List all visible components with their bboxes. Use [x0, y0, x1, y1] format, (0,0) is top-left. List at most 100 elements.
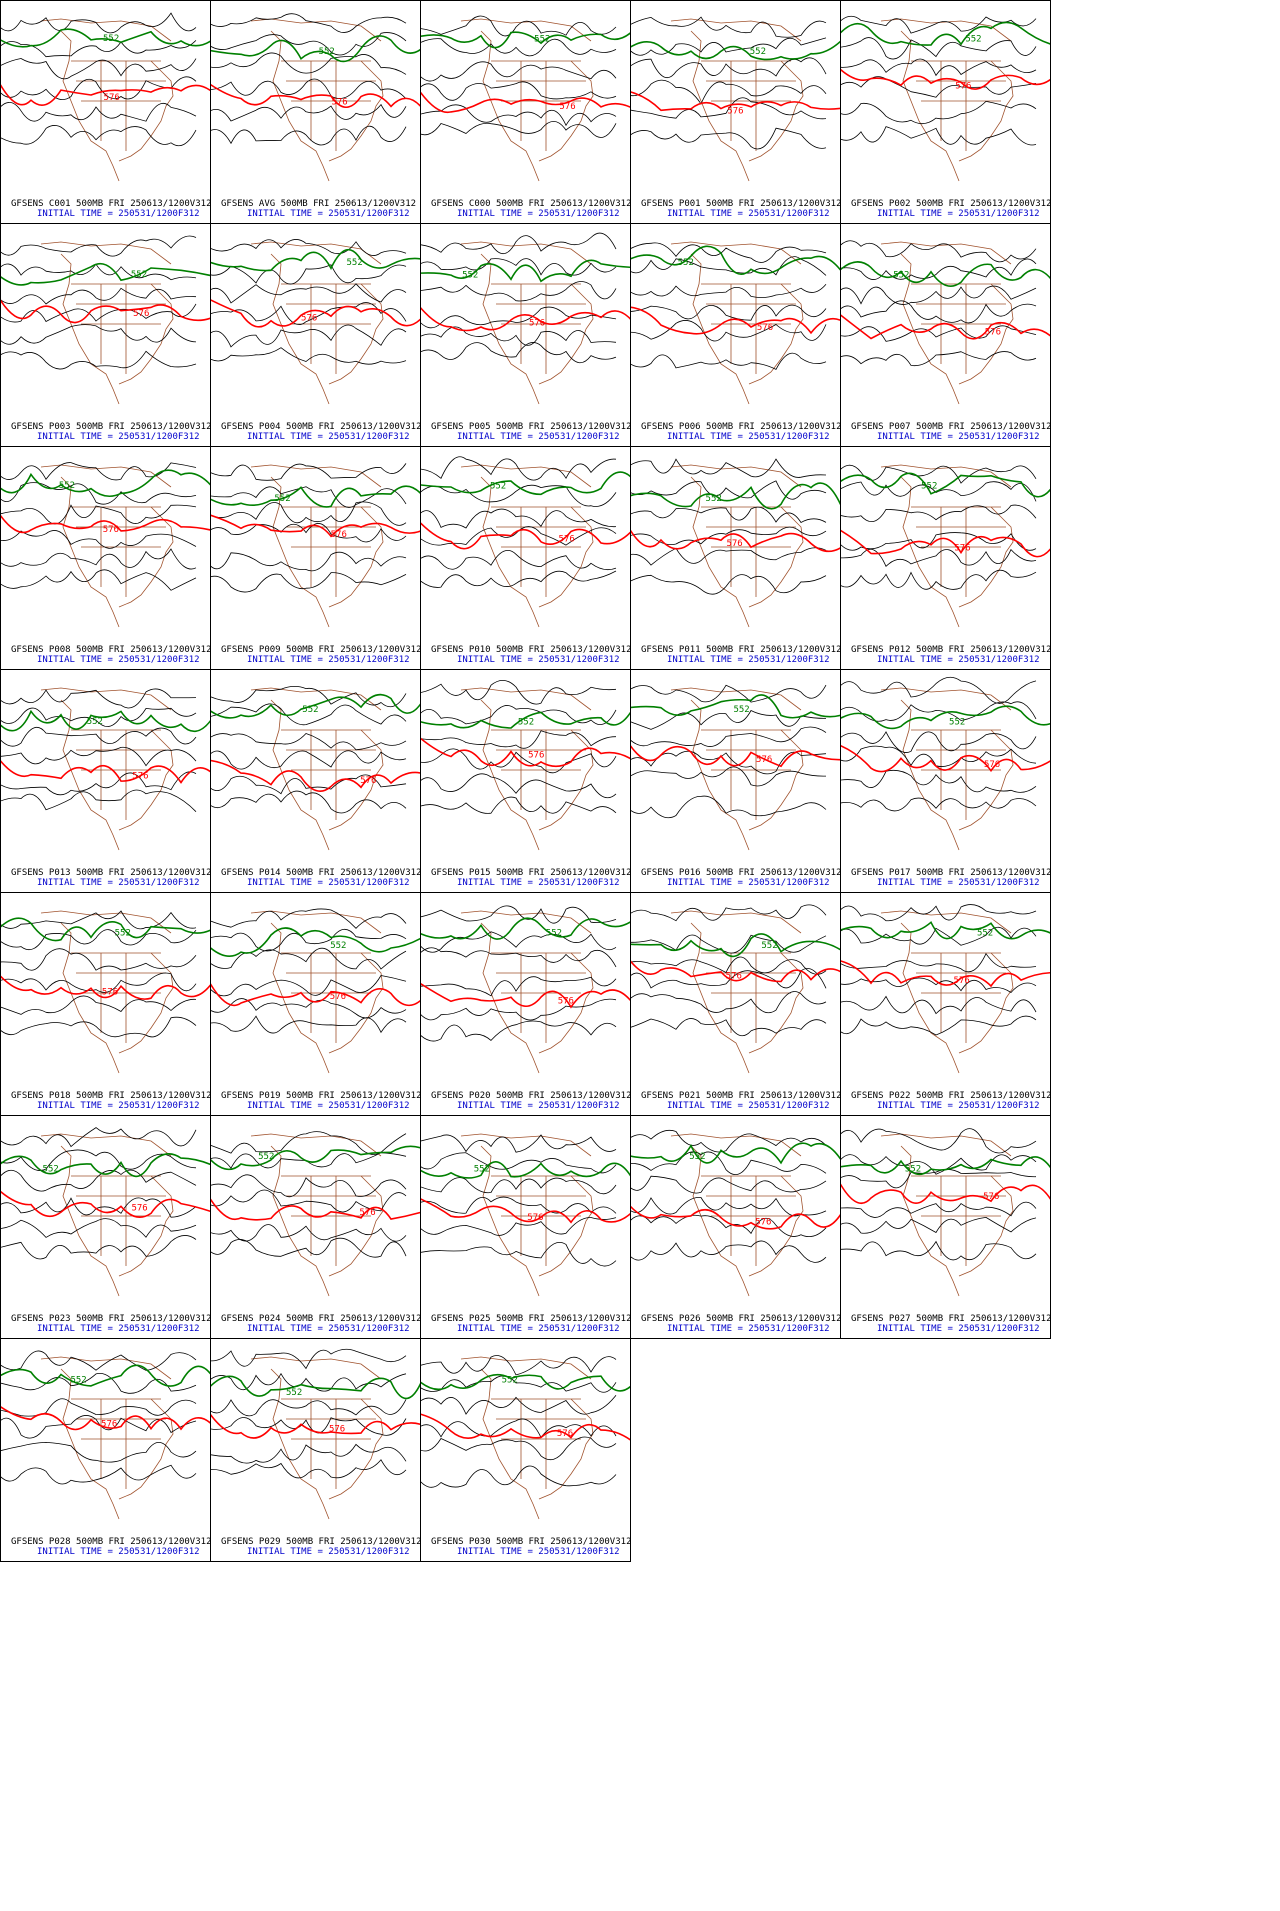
height-contour	[421, 1217, 617, 1236]
height-contour	[421, 104, 617, 127]
height-contour-map: 552 576	[421, 905, 630, 1074]
geography-outline	[460, 687, 594, 851]
geography-outline	[670, 18, 804, 182]
contour-label-576: 576	[104, 93, 120, 103]
map-panel-c000: 552 576 GFSENS C000 500MB FRI 250613/1200V…	[420, 0, 631, 224]
height-contour	[841, 952, 1037, 973]
contour-label-552: 552	[330, 941, 346, 951]
panel-initial-time: INITIAL TIME = 250531/1200F312	[667, 1324, 830, 1334]
contour-552	[421, 1161, 630, 1179]
panel-title: GFSENS P021 500MB FRI 250613/1200V312	[641, 1091, 841, 1101]
contour-576	[631, 1205, 840, 1230]
height-contour	[211, 239, 407, 256]
height-contour	[1, 1218, 197, 1238]
contour-label-552: 552	[689, 1152, 705, 1162]
height-contour	[841, 37, 1037, 60]
contour-label-552: 552	[502, 1375, 518, 1385]
contour-label-576: 576	[131, 1204, 147, 1214]
geography-outline	[670, 687, 804, 851]
height-contour	[631, 1240, 827, 1263]
contour-552	[631, 245, 840, 275]
contour-552	[211, 485, 420, 508]
map-panel-p002: 552 576 GFSENS P002 500MB FRI 250613/1200V…	[840, 0, 1051, 224]
panel-initial-time: INITIAL TIME = 250531/1200F312	[457, 209, 620, 219]
height-contour-map: 552 576	[841, 464, 1050, 628]
contour-552	[421, 917, 630, 940]
height-contour	[631, 934, 827, 954]
panel-title: GFSENS P025 500MB FRI 250613/1200V312	[431, 1314, 631, 1324]
height-contour-map: 552 576	[211, 463, 420, 628]
contour-label-552: 552	[733, 705, 749, 715]
height-contour	[211, 1174, 407, 1198]
height-contour	[841, 464, 1037, 484]
panel-title: GFSENS P022 500MB FRI 250613/1200V312	[851, 1091, 1051, 1101]
contour-label-552: 552	[346, 258, 362, 268]
panel-initial-time: INITIAL TIME = 250531/1200F312	[457, 432, 620, 442]
contour-label-576: 576	[984, 760, 1000, 770]
height-contour	[421, 773, 617, 799]
contour-label-576: 576	[726, 971, 742, 981]
contour-552	[631, 482, 840, 510]
contour-576	[421, 91, 630, 114]
contour-label-576: 576	[559, 102, 575, 112]
geography-outline	[40, 18, 174, 182]
height-contour	[841, 548, 1037, 567]
contour-label-552: 552	[893, 271, 909, 281]
contour-label-552: 552	[103, 34, 119, 44]
height-contour	[631, 79, 827, 105]
map-panel-p001: 552 576 GFSENS P001 500MB FRI 250613/1200V…	[630, 0, 841, 224]
height-contour	[211, 998, 407, 1019]
contour-label-552: 552	[518, 717, 534, 727]
height-contour	[211, 686, 407, 708]
height-contour	[841, 745, 1037, 767]
panel-initial-time: INITIAL TIME = 250531/1200F312	[877, 1101, 1040, 1111]
geography-outline	[460, 1356, 594, 1520]
height-contour-map: 552 576	[631, 458, 840, 628]
panel-title: GFSENS P020 500MB FRI 250613/1200V312	[431, 1091, 631, 1101]
contour-label-552: 552	[43, 1164, 59, 1174]
map-panel-p020: 552 576 GFSENS P020 500MB FRI 250613/1200V…	[420, 892, 631, 1116]
contour-label-576: 576	[756, 755, 772, 765]
panel-initial-time: INITIAL TIME = 250531/1200F312	[457, 878, 620, 888]
height-contour	[421, 1436, 617, 1461]
contour-576	[1, 514, 210, 534]
height-contour	[631, 766, 827, 787]
panel-title: GFSENS P026 500MB FRI 250613/1200V312	[641, 1314, 841, 1324]
height-contour	[211, 1399, 407, 1417]
height-contour	[841, 977, 1037, 994]
height-contour	[421, 258, 617, 276]
height-contour-map: 552 576	[841, 15, 1050, 182]
height-contour	[631, 97, 827, 120]
height-contour	[631, 127, 827, 150]
panel-initial-time: INITIAL TIME = 250531/1200F312	[877, 1324, 1040, 1334]
height-contour	[1, 263, 197, 281]
contour-576	[631, 745, 840, 768]
height-contour	[1, 40, 197, 58]
height-contour	[841, 481, 1037, 502]
contour-label-576: 576	[726, 539, 742, 549]
geography-outline	[460, 1133, 594, 1297]
contour-576	[421, 1413, 630, 1441]
height-contour	[1, 1464, 197, 1485]
panel-title: GFSENS C001 500MB FRI 250613/1200V312	[11, 199, 211, 209]
panel-initial-time: INITIAL TIME = 250531/1200F312	[247, 655, 410, 665]
height-contour-map: 552 576	[211, 1348, 420, 1520]
map-panel-avg: 552 576 GFSENS AVG 500MB FRI 250613/1200V3…	[210, 0, 421, 224]
height-contour	[211, 1152, 407, 1169]
height-contour-map: 552 576	[421, 15, 630, 182]
height-contour	[211, 1015, 407, 1034]
panel-title: GFSENS P004 500MB FRI 250613/1200V312	[221, 422, 421, 432]
contour-label-552: 552	[921, 482, 937, 492]
height-contour	[631, 795, 827, 819]
height-contour	[421, 1375, 617, 1393]
height-contour	[1, 1398, 197, 1417]
panel-initial-time: INITIAL TIME = 250531/1200F312	[247, 209, 410, 219]
panel-initial-time: INITIAL TIME = 250531/1200F312	[37, 432, 200, 442]
contour-552	[211, 1375, 420, 1400]
geography-outline	[460, 241, 594, 405]
height-contour	[1, 303, 197, 323]
height-contour	[1, 1127, 197, 1148]
height-contour	[421, 81, 617, 101]
height-contour	[1, 569, 197, 591]
map-panel-p018: 552 576 GFSENS P018 500MB FRI 250613/1200V…	[0, 892, 211, 1116]
